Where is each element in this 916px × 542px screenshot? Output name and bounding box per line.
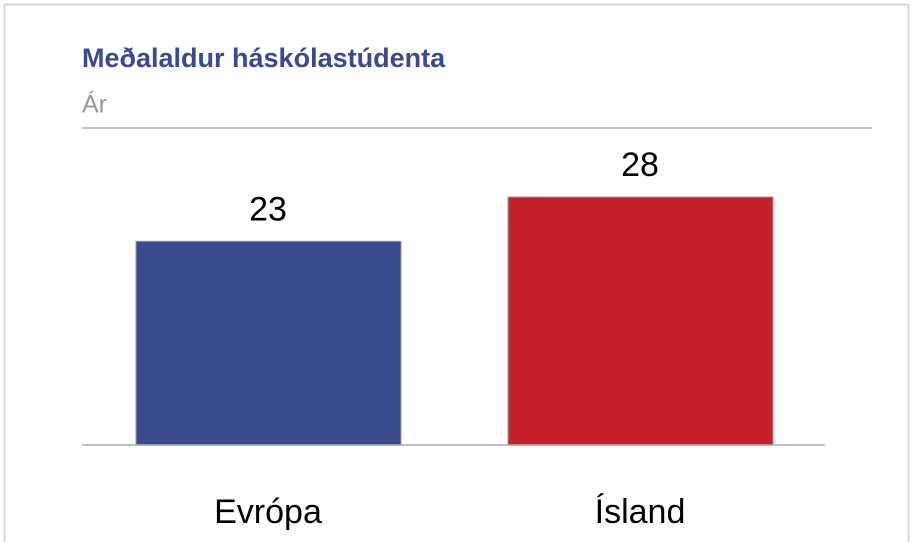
x-tick-label: Evrópa [214, 493, 322, 531]
chart-title: Meðalaldur háskólastúdenta [82, 43, 446, 73]
chart-subtitle: Ár [82, 90, 107, 119]
x-tick-label: Ísland [595, 493, 686, 531]
value-label: 23 [249, 190, 287, 228]
bar [135, 240, 402, 446]
value-label: 28 [621, 146, 659, 184]
bar [507, 196, 774, 446]
